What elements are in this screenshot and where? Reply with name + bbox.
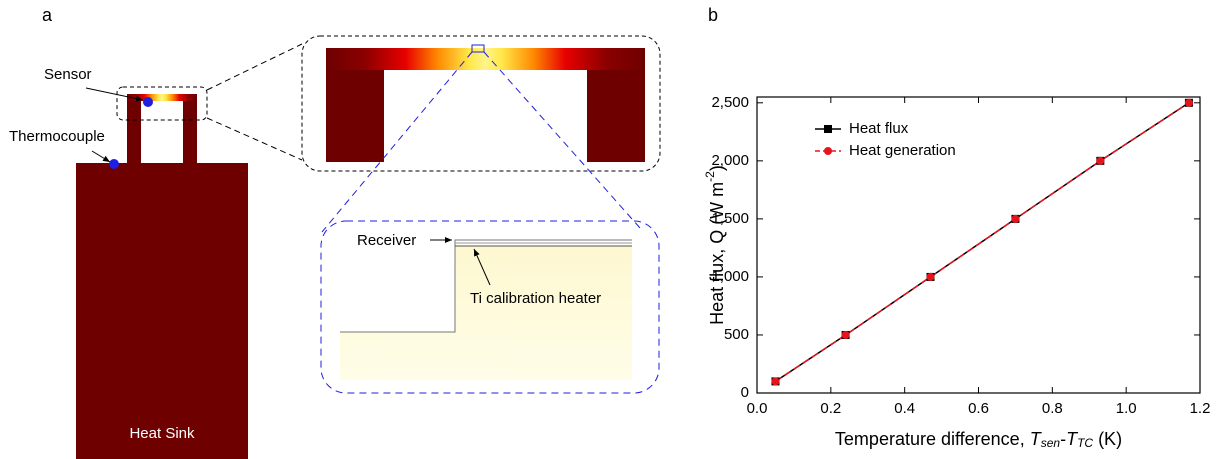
x-axis-label-part: (K) [1093,429,1122,449]
zoom-box [301,35,661,172]
bar [326,48,645,70]
diagram: Sensor Thermocouple Heat Sink Receiver T… [9,35,661,459]
x-axis-label-part: Temperature difference, [835,429,1030,449]
zoom-line [206,43,303,91]
data-point [1011,214,1020,223]
legend-marker [824,147,832,155]
thermocouple-dot [109,159,119,169]
zoom-line [321,51,473,233]
data-point [771,377,780,386]
leg [326,70,384,162]
sensor-label: Sensor [44,66,92,83]
panel-label: b [708,5,718,25]
receiver-label: Receiver [357,232,416,249]
y-tick-label: 0 [741,384,749,401]
x-tick-label: 0.0 [747,400,768,417]
x-tick-label: 0.4 [894,400,915,417]
panel-label: a [42,5,53,25]
y-axis-label: Heat flux, Q (W m-2) [703,165,727,325]
y-axis-label-part: Heat flux, Q (W m [707,182,727,325]
legend-marker [824,125,832,133]
y-tick-label: 1,500 [711,210,749,227]
zoom-line [206,117,303,161]
x-tick-label: 1.0 [1116,400,1137,417]
substrate [340,246,632,380]
thermocouple-label: Thermocouple [9,128,105,145]
detail-box [471,44,485,53]
x-axis-label-part: - [1060,429,1066,449]
data-point [926,272,935,281]
detail-frame [320,220,660,394]
legend-label: Heat flux [849,120,909,137]
y-axis-label-part: ) [707,165,727,171]
pillar [127,96,141,164]
arrow [91,150,111,163]
data-point [841,330,850,339]
x-tick-label: 0.6 [968,400,989,417]
legend-label: Heat generation [849,142,956,159]
zoom-line [483,51,641,229]
pillar [183,96,197,164]
heat-sink [76,163,248,459]
x-tick-label: 0.2 [820,400,841,417]
data-point [1184,98,1193,107]
heat-sink-label: Heat Sink [129,425,195,442]
y-tick-label: 500 [724,326,749,343]
chart: 0.0 0.2 0.4 0.6 0.8 1.0 1.2 0 500 1,000 1,500 2,000… [703,94,1210,450]
series-line [775,102,1190,383]
y-tick-label: 2,000 [711,152,749,169]
series-line [775,102,1190,383]
arrow [85,87,144,102]
x-axis-label-part: sen [1041,436,1061,450]
x-tick-label: 0.8 [1042,400,1063,417]
zoom-box [116,86,208,121]
x-tick-label: 1.2 [1190,400,1211,417]
sensor-bar [127,94,197,101]
y-tick-label: 1,000 [711,268,749,285]
x-axis-label-part: T [1030,429,1043,449]
edge [340,239,632,333]
x-axis-label-part: TC [1077,436,1093,450]
x-axis-label-part: T [1066,429,1079,449]
x-axis-label: Temperature difference, Tsen-TTC (K) [835,429,1122,450]
sensor-dot [143,97,153,107]
data-point [1096,156,1105,165]
leg [587,70,645,162]
y-tick-label: 2,500 [711,94,749,111]
arrow [473,248,491,286]
y-axis-label-part: -2 [703,171,717,182]
heater-label: Ti calibration heater [470,290,601,307]
